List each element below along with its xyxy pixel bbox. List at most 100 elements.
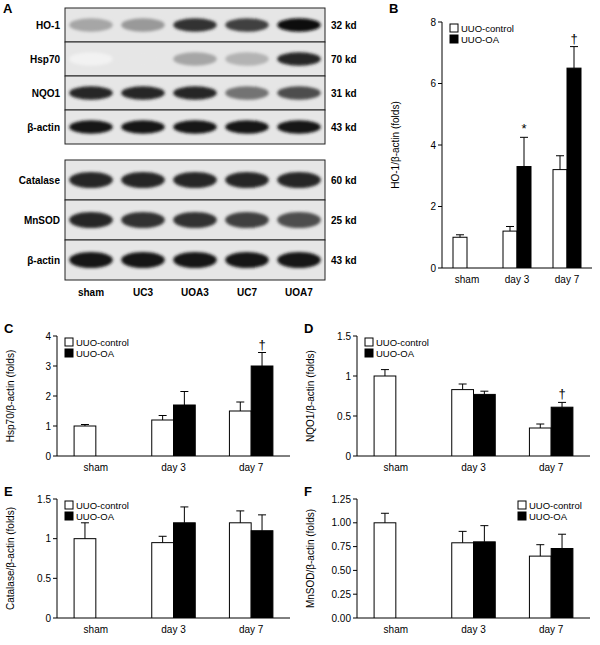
bar xyxy=(567,68,581,268)
blot-band xyxy=(173,212,217,228)
row-label: NQO1 xyxy=(32,88,61,99)
y-axis xyxy=(357,336,358,456)
y-tick xyxy=(438,83,442,84)
figure: AHO-132 kdHsp7070 kdNQO131 kdβ-actin43 k… xyxy=(0,0,600,645)
y-tick-label: 0.00 xyxy=(332,613,352,624)
legend-label: UUO-control xyxy=(529,500,582,511)
x-tick-label: day 7 xyxy=(239,624,264,635)
bar xyxy=(152,543,174,618)
significance-mark: † xyxy=(258,337,265,352)
y-tick-label: 1.5 xyxy=(337,331,351,342)
error-bar xyxy=(381,513,389,523)
blot-band xyxy=(225,120,269,134)
blot-band xyxy=(121,212,165,228)
error-bar xyxy=(258,515,266,531)
legend-swatch xyxy=(65,512,73,520)
significance-mark: † xyxy=(558,386,565,401)
error-bar xyxy=(480,391,488,394)
blot-strip xyxy=(65,76,325,110)
blot-band xyxy=(121,18,165,32)
x-tick-label: day 3 xyxy=(505,274,530,285)
error-bar xyxy=(180,392,188,406)
lane-label: UC7 xyxy=(237,287,257,298)
y-tick xyxy=(53,499,57,500)
x-tick-label: sham xyxy=(455,274,479,285)
legend-label: UUO-OA xyxy=(529,511,568,522)
bar xyxy=(229,523,251,618)
error-bar xyxy=(381,370,389,376)
blot-panel: AHO-132 kdHsp7070 kdNQO131 kdβ-actin43 k… xyxy=(3,1,357,298)
lane-label: UC3 xyxy=(133,287,153,298)
chart: D00.511.5shamday 3day 7NQO1/β-actin (fol… xyxy=(304,321,590,473)
bar xyxy=(553,170,567,268)
y-tick xyxy=(353,499,357,500)
x-tick-label: sham xyxy=(84,462,108,473)
blot-band xyxy=(225,52,269,66)
error-bar xyxy=(570,47,578,69)
error-bar xyxy=(159,416,167,421)
chart: F0.000.250.500.751.001.25shamday 3day 7M… xyxy=(304,484,590,635)
y-tick xyxy=(53,456,57,457)
blot-band xyxy=(121,252,165,268)
marks xyxy=(74,353,273,457)
x-tick-label: sham xyxy=(384,624,408,635)
bar xyxy=(174,523,196,618)
significance-mark: * xyxy=(521,121,526,136)
y-tick xyxy=(53,538,57,539)
y-tick-label: 4 xyxy=(45,331,51,342)
error-bar xyxy=(480,526,488,542)
y-axis-label: HO-1/β-actin (folds) xyxy=(390,101,401,188)
blot-band xyxy=(277,86,321,100)
legend-swatch xyxy=(450,35,458,43)
error-bar xyxy=(536,424,544,428)
blot-band xyxy=(225,18,269,32)
bar xyxy=(474,542,496,618)
x-tick-label: day 3 xyxy=(461,624,486,635)
error-bar xyxy=(258,353,266,367)
blot-band xyxy=(69,172,113,188)
y-tick xyxy=(438,268,442,269)
blot-strip xyxy=(65,160,325,200)
error-bar xyxy=(520,137,528,166)
blot-band xyxy=(173,120,217,134)
y-tick xyxy=(353,336,357,337)
error-bar xyxy=(459,384,467,390)
y-axis-label: MnSOD/β-actin (folds) xyxy=(305,509,316,608)
row-label: MnSOD xyxy=(24,215,60,226)
blot-band xyxy=(121,86,165,100)
y-tick-label: 0.75 xyxy=(332,541,352,552)
blot-band xyxy=(173,252,217,268)
y-tick xyxy=(53,618,57,619)
legend-swatch xyxy=(518,501,526,509)
y-axis xyxy=(57,499,58,618)
bar xyxy=(551,407,573,456)
panel-letter: B xyxy=(389,1,398,16)
legend-label: UUO-control xyxy=(376,337,429,348)
blot-band xyxy=(225,252,269,268)
blot-band xyxy=(173,52,217,66)
x-tick-label: day 7 xyxy=(555,274,580,285)
blot-band xyxy=(173,172,217,188)
y-tick-label: 0 xyxy=(430,263,436,274)
blot-band xyxy=(277,252,321,268)
bar xyxy=(452,390,474,456)
legend-swatch xyxy=(65,501,73,509)
y-tick xyxy=(353,376,357,377)
y-tick xyxy=(353,618,357,619)
bar xyxy=(529,556,551,618)
blot-band xyxy=(225,86,269,100)
kd-label: 70 kd xyxy=(331,54,357,65)
y-tick xyxy=(438,145,442,146)
panel-letter: C xyxy=(4,321,14,336)
legend-label: UUO-control xyxy=(461,23,514,34)
marks xyxy=(374,370,573,456)
y-tick xyxy=(53,366,57,367)
blot-band xyxy=(69,120,113,134)
marks xyxy=(374,513,573,618)
y-tick-label: 1.5 xyxy=(37,494,51,505)
y-axis xyxy=(357,499,358,618)
kd-label: 25 kd xyxy=(331,215,357,226)
legend-swatch xyxy=(518,512,526,520)
error-bar xyxy=(180,507,188,523)
y-tick xyxy=(53,426,57,427)
